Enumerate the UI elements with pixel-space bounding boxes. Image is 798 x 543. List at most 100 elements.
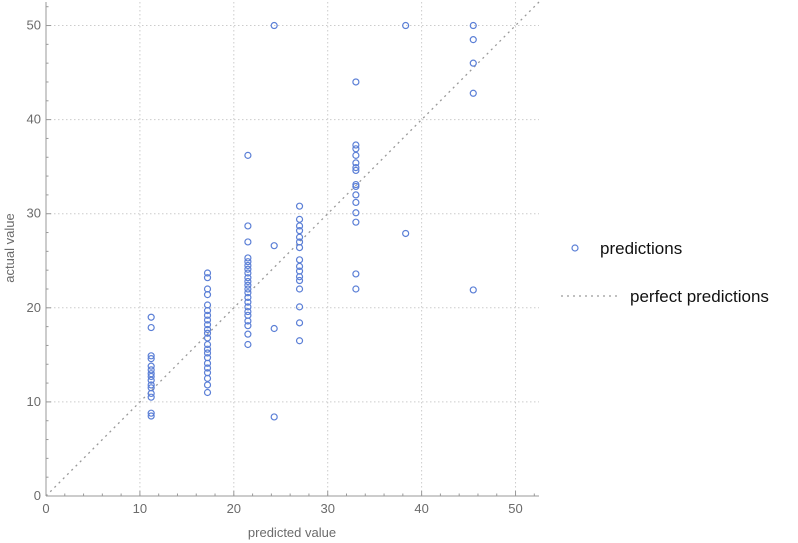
data-point: [295, 202, 304, 210]
data-point: [295, 233, 304, 241]
data-point: [203, 325, 212, 334]
data-point: [147, 352, 155, 360]
data-point: [203, 381, 212, 389]
data-point: [402, 21, 410, 30]
data-point: [352, 159, 360, 167]
data-point: [244, 222, 252, 230]
data-point: [147, 323, 155, 332]
data-point: [244, 238, 252, 246]
legend-label-perfect-predictions: perfect predictions: [630, 287, 769, 306]
x-tick-label-10: 10: [133, 501, 147, 516]
data-point: [147, 372, 155, 381]
data-point: [203, 311, 212, 319]
data-point: [352, 164, 360, 172]
data-point: [295, 303, 304, 311]
data-point: [352, 151, 360, 159]
data-point: [147, 409, 155, 417]
x-axis-label: predicted value: [248, 525, 336, 540]
data-point: [203, 340, 212, 349]
x-tick-label-50: 50: [508, 501, 522, 516]
data-point: [147, 313, 155, 321]
data-point: [352, 145, 360, 153]
y-tick-label-40: 40: [27, 112, 41, 127]
data-point: [295, 337, 304, 345]
data-point: [244, 277, 252, 286]
data-point: [203, 307, 212, 315]
data-point: [352, 182, 360, 191]
data-point: [147, 389, 155, 398]
data-point: [147, 362, 155, 370]
data-point: [203, 359, 212, 367]
data-point: [295, 262, 304, 271]
data-point: [244, 298, 252, 306]
data-point: [203, 316, 212, 324]
data-point: [203, 364, 212, 372]
data-point: [203, 349, 212, 357]
legend-label-predictions: predictions: [600, 239, 682, 258]
legend-marker-predictions: [571, 244, 579, 252]
data-point: [203, 291, 212, 299]
data-point: [203, 274, 212, 282]
data-point: [203, 345, 212, 353]
data-point: [352, 270, 360, 278]
data-point: [469, 59, 477, 67]
data-point: [352, 198, 360, 207]
data-point: [244, 285, 252, 293]
data-point: [244, 261, 252, 270]
data-point: [295, 285, 304, 293]
perfect-predictions-line: [45, 1, 540, 497]
data-point: [352, 141, 360, 149]
axes: 0 10 20 30 40 50 0 10 20 30 40 50: [27, 2, 539, 516]
data-point: [244, 289, 252, 297]
y-tick-label-30: 30: [27, 206, 41, 221]
data-point: [203, 329, 212, 337]
data-point: [469, 286, 477, 294]
data-point: [270, 324, 278, 333]
data-point: [270, 21, 278, 30]
y-tick-label-0: 0: [34, 488, 41, 503]
data-point: [147, 376, 155, 384]
data-point: [244, 265, 252, 273]
data-point: [244, 281, 252, 289]
data-point: [244, 151, 252, 159]
data-point: [244, 330, 252, 338]
y-axis-label: actual value: [2, 213, 17, 282]
data-point: [244, 317, 252, 325]
y-tick-label-10: 10: [27, 394, 41, 409]
data-point: [352, 78, 360, 86]
points-layer: [147, 21, 477, 421]
x-tick-label-30: 30: [320, 501, 334, 516]
x-tick-label-20: 20: [227, 501, 241, 516]
data-point: [295, 276, 304, 285]
data-point: [147, 381, 155, 389]
data-point: [147, 355, 155, 363]
data-point: [244, 254, 252, 262]
data-point: [469, 89, 477, 97]
x-tick-label-0: 0: [42, 501, 49, 516]
data-point: [244, 303, 252, 311]
data-point: [244, 258, 252, 266]
data-point: [295, 273, 304, 281]
data-point: [147, 393, 155, 401]
data-point: [352, 191, 360, 199]
data-point: [244, 307, 252, 316]
data-point: [352, 209, 360, 217]
data-point: [270, 242, 278, 250]
data-point: [295, 319, 304, 327]
reference-line-layer: [45, 1, 540, 497]
data-point: [295, 222, 304, 230]
data-point: [295, 215, 304, 223]
data-point: [244, 322, 252, 330]
data-point: [469, 36, 477, 44]
data-point: [352, 166, 360, 175]
data-point: [469, 21, 477, 30]
data-point: [244, 293, 252, 302]
data-point: [352, 285, 360, 293]
data-point: [203, 321, 212, 329]
data-point: [270, 413, 278, 421]
data-point: [244, 340, 252, 349]
data-point: [352, 218, 360, 226]
data-point: [295, 256, 304, 264]
data-point: [244, 269, 252, 277]
y-tick-label-50: 50: [27, 18, 41, 33]
